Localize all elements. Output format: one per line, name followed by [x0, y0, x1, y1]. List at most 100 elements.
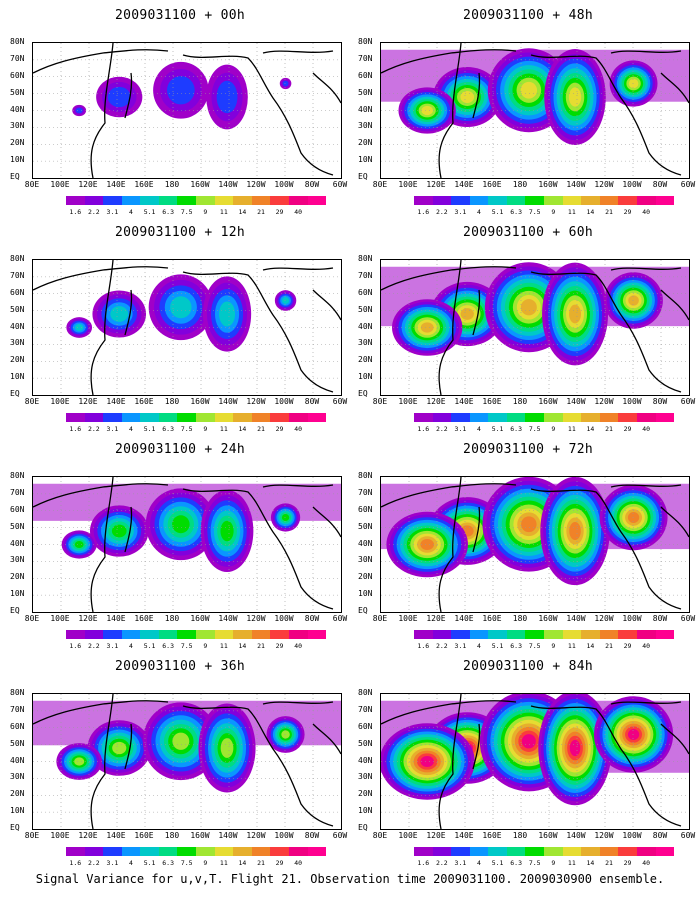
lat-label: 20N — [10, 789, 25, 799]
variance-contour — [172, 732, 190, 750]
colorbar-swatch — [84, 847, 104, 856]
colorbar-swatch — [140, 847, 159, 856]
lat-label: EQ — [358, 389, 368, 398]
colorbar-label: 6.3 — [162, 208, 175, 216]
lon-label: 160W — [538, 614, 558, 623]
colorbar-swatch — [469, 413, 489, 422]
lat-label: 10N — [10, 155, 25, 165]
colorbar-swatch — [618, 847, 637, 856]
colorbar-label: 29 — [275, 425, 284, 433]
lon-label: 120W — [594, 397, 614, 406]
lat-label: 70N — [10, 53, 25, 63]
lon-label: 100W — [622, 831, 642, 840]
lat-label: 40N — [358, 755, 373, 765]
colorbar-swatch — [140, 413, 159, 422]
colorbar-swatch — [121, 847, 141, 856]
colorbar-label: 40 — [294, 425, 303, 433]
variance-contour — [627, 729, 640, 740]
colorbar-label: 7.5 — [180, 642, 193, 650]
colorbar-label: 29 — [623, 642, 632, 650]
colorbar-swatch — [525, 413, 545, 422]
coastline — [438, 694, 462, 829]
colorbar-label: 4 — [129, 642, 133, 650]
figure-caption: Signal Variance for u,v,T. Flight 21. Ob… — [35, 872, 665, 886]
colorbar-swatch — [544, 196, 563, 205]
coastline — [610, 484, 682, 488]
colorbar-label: 29 — [275, 642, 284, 650]
colorbar-swatch — [233, 196, 252, 205]
lat-label: 50N — [10, 521, 25, 531]
coastline — [381, 700, 517, 725]
coastline — [33, 266, 169, 291]
lon-label: 180 — [164, 180, 180, 189]
lat-label: 80N — [10, 254, 25, 263]
colorbar-label: 4 — [477, 425, 481, 433]
panel-title: 2009031100 + 12h — [114, 225, 246, 240]
lat-label: 80N — [358, 688, 373, 697]
colorbar-label: 7.5 — [528, 859, 541, 867]
colorbar-label: 7.5 — [528, 642, 541, 650]
coastline — [438, 477, 462, 612]
colorbar-label: 3.1 — [454, 208, 467, 216]
lat-label: 40N — [10, 321, 25, 331]
colorbar-label: 21 — [257, 425, 265, 433]
colorbar-swatch — [414, 196, 433, 205]
colorbar-swatch — [214, 413, 234, 422]
colorbar-swatch — [177, 847, 197, 856]
colorbar-swatch — [636, 847, 656, 856]
colorbar-label: 11 — [219, 642, 228, 650]
colorbar-swatch — [432, 413, 452, 422]
colorbar-label: 14 — [586, 642, 595, 650]
coastline — [660, 723, 689, 755]
variance-contour — [420, 322, 434, 333]
lat-label: 50N — [358, 87, 373, 97]
colorbar-swatch — [655, 630, 675, 639]
colorbar-label: 2.2 — [87, 425, 100, 433]
lon-label: 160W — [190, 614, 210, 623]
map-svg — [33, 43, 341, 178]
colorbar-label: 29 — [623, 208, 632, 216]
coastline — [530, 488, 682, 610]
variance-contour — [74, 324, 84, 331]
colorbar-label: 3.1 — [106, 642, 119, 650]
colorbar-swatch — [469, 847, 489, 856]
coastline — [124, 506, 133, 553]
colorbar-swatch — [562, 196, 582, 205]
lat-label: 60N — [358, 287, 373, 297]
colorbar-swatch — [562, 847, 582, 856]
colorbar-swatch — [307, 196, 327, 205]
colorbar-swatch — [581, 630, 600, 639]
map-svg — [381, 477, 689, 612]
map-svg — [33, 260, 341, 395]
lon-label: 100E — [398, 180, 418, 189]
lon-label: 160E — [482, 397, 502, 406]
lon-label: 100E — [398, 614, 418, 623]
colorbar-label: 5.1 — [143, 208, 156, 216]
variance-contour — [110, 306, 129, 322]
colorbar-label: 7.5 — [528, 425, 541, 433]
lat-label: 10N — [358, 372, 373, 382]
colorbar-swatch — [618, 413, 637, 422]
lat-label: 60N — [10, 287, 25, 297]
colorbar-label: 40 — [294, 859, 303, 867]
lat-label: EQ — [358, 606, 368, 615]
lat-label: 70N — [358, 487, 373, 497]
colorbar-label: 2.2 — [87, 642, 100, 650]
colorbar-swatch — [506, 196, 526, 205]
colorbar-swatch — [618, 630, 637, 639]
colorbar-swatch — [196, 630, 215, 639]
coastline — [90, 694, 114, 829]
lon-label: 140W — [566, 180, 586, 189]
colorbar-swatch — [432, 196, 452, 205]
colorbar-swatch — [270, 196, 289, 205]
coastline — [312, 723, 341, 755]
lon-label: 160W — [538, 831, 558, 840]
coastline — [530, 54, 682, 176]
coastline — [262, 701, 334, 705]
lat-label: 60N — [358, 70, 373, 80]
colorbar-swatch — [636, 630, 656, 639]
lon-label: 60W — [680, 831, 696, 840]
map-svg — [381, 694, 689, 829]
colorbar-label: 5.1 — [491, 208, 504, 216]
colorbar-swatch — [506, 847, 526, 856]
